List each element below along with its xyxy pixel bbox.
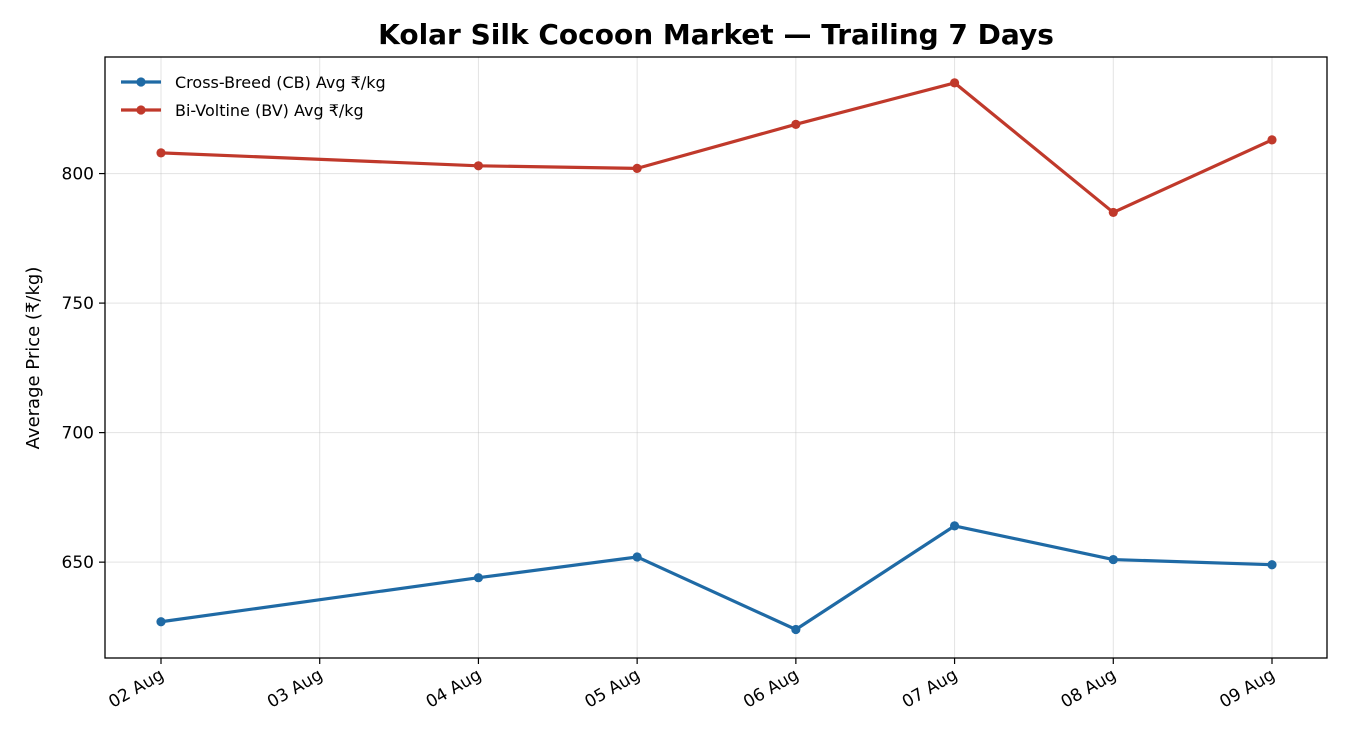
y-axis: 650 700 750 800 (62, 165, 105, 573)
x-tick-label: 02 Aug (105, 665, 167, 712)
y-axis-label: Average Price (₹/kg) (23, 267, 44, 450)
legend-label: Cross-Breed (CB) Avg ₹/kg (175, 73, 386, 92)
y-tick-label: 800 (62, 165, 94, 185)
series-2 (156, 78, 1277, 218)
x-tick-label: 06 Aug (740, 665, 802, 712)
data-point (1108, 207, 1118, 218)
data-point (949, 78, 960, 88)
legend-marker (136, 105, 146, 115)
y-tick-label: 650 (62, 553, 94, 573)
data-point (949, 521, 960, 531)
data-point (791, 119, 801, 129)
x-tick-label: 08 Aug (1058, 665, 1120, 712)
data-point (1108, 554, 1118, 565)
grid-lines (105, 57, 1327, 658)
legend-label: Bi-Voltine (BV) Avg ₹/kg (175, 101, 364, 120)
legend: Cross-Breed (CB) Avg ₹/kg Bi-Voltine (BV)… (121, 73, 386, 120)
x-tick-label: 09 Aug (1216, 665, 1278, 712)
data-point (791, 624, 801, 635)
data-point (473, 573, 484, 583)
y-tick-label: 750 (62, 294, 94, 314)
legend-item: Cross-Breed (CB) Avg ₹/kg (121, 73, 386, 92)
series-layer (156, 78, 1277, 635)
data-point (156, 148, 166, 158)
data-point (1267, 135, 1277, 145)
y-tick-label: 700 (62, 424, 94, 444)
x-axis: 02 Aug 03 Aug 04 Aug 05 Aug 06 Aug 07 Aug 08 A… (105, 658, 1279, 712)
series-1 (156, 521, 1277, 635)
legend-item: Bi-Voltine (BV) Avg ₹/kg (121, 101, 364, 120)
x-tick-label: 07 Aug (899, 665, 961, 712)
data-point (473, 161, 484, 171)
x-tick-label: 04 Aug (423, 665, 485, 712)
plot-frame (104, 56, 1328, 659)
chart-title: Kolar Silk Cocoon Market — Trailing 7 Da… (378, 18, 1054, 51)
data-point (632, 163, 642, 173)
x-tick-label: 03 Aug (264, 665, 326, 712)
series-line (159, 524, 1274, 632)
legend-marker (136, 77, 146, 87)
data-point (1267, 560, 1277, 570)
data-point (156, 617, 166, 627)
x-tick-label: 05 Aug (581, 665, 643, 712)
data-point (632, 552, 642, 562)
